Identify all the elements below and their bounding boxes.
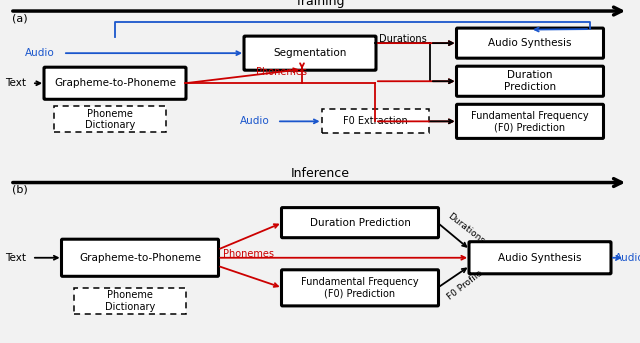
Text: Audio: Audio — [25, 48, 55, 58]
Text: Inference: Inference — [291, 166, 349, 179]
Text: Audio: Audio — [240, 116, 269, 126]
Text: Phoneme
Dictionary: Phoneme Dictionary — [85, 108, 135, 130]
Text: Text: Text — [5, 253, 26, 263]
Text: F0 Profile: F0 Profile — [445, 268, 484, 301]
Text: Phoneme
Dictionary: Phoneme Dictionary — [105, 290, 155, 312]
Text: Grapheme-to-Phoneme: Grapheme-to-Phoneme — [54, 78, 176, 88]
FancyBboxPatch shape — [469, 242, 611, 274]
Text: Duration Prediction: Duration Prediction — [310, 218, 410, 228]
FancyBboxPatch shape — [321, 109, 429, 133]
FancyBboxPatch shape — [244, 36, 376, 70]
FancyBboxPatch shape — [282, 270, 438, 306]
Text: Durations: Durations — [379, 34, 427, 44]
Text: Durations: Durations — [445, 211, 486, 245]
FancyBboxPatch shape — [456, 104, 604, 139]
Text: Text: Text — [5, 78, 26, 88]
FancyBboxPatch shape — [282, 208, 438, 238]
Text: Phonemes: Phonemes — [223, 249, 273, 259]
Text: Duration
Prediction: Duration Prediction — [504, 70, 556, 92]
Text: Fundamental Frequency
(F0) Prediction: Fundamental Frequency (F0) Prediction — [301, 277, 419, 299]
Text: Fundamental Frequency
(F0) Prediction: Fundamental Frequency (F0) Prediction — [471, 110, 589, 132]
Text: Grapheme-to-Phoneme: Grapheme-to-Phoneme — [79, 253, 201, 263]
FancyBboxPatch shape — [74, 288, 186, 314]
FancyBboxPatch shape — [456, 28, 604, 58]
Text: Phonemes: Phonemes — [256, 67, 307, 77]
Text: Audio Synthesis: Audio Synthesis — [499, 253, 582, 263]
FancyBboxPatch shape — [44, 67, 186, 99]
Text: Audio Synthesis: Audio Synthesis — [488, 38, 572, 48]
FancyBboxPatch shape — [54, 106, 166, 132]
Text: (b): (b) — [12, 185, 28, 194]
FancyBboxPatch shape — [456, 66, 604, 96]
Text: Audio: Audio — [615, 253, 640, 263]
FancyBboxPatch shape — [61, 239, 218, 276]
Text: Training: Training — [295, 0, 345, 8]
Text: Segmentation: Segmentation — [273, 48, 347, 58]
Text: (a): (a) — [12, 13, 28, 23]
Text: F0 Extraction: F0 Extraction — [342, 116, 408, 126]
